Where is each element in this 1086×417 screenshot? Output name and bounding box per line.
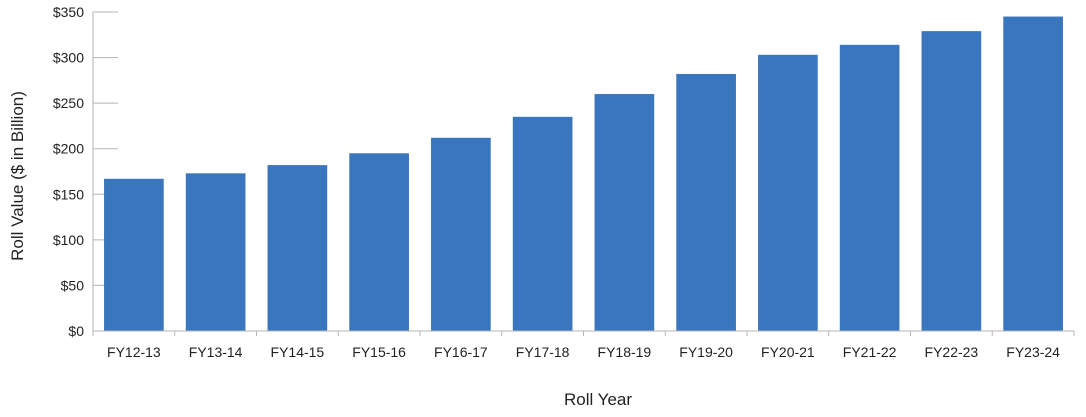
bars xyxy=(104,16,1063,332)
bar xyxy=(349,153,409,331)
bar xyxy=(512,116,573,331)
y-tick-label: $50 xyxy=(61,277,85,293)
bar xyxy=(758,54,818,331)
bar xyxy=(594,94,655,332)
x-tick-label: FY20-21 xyxy=(761,344,815,360)
x-tick-label: FY15-16 xyxy=(352,344,406,360)
y-tick-label: $0 xyxy=(68,323,84,339)
x-tick-label: FY16-17 xyxy=(434,344,488,360)
x-tick-label: FY21-22 xyxy=(843,344,897,360)
y-axis-title: Roll Value ($ in Billion) xyxy=(8,91,27,261)
x-tick-label: FY13-14 xyxy=(189,344,243,360)
y-tick-label: $100 xyxy=(53,232,84,248)
bar xyxy=(1003,16,1063,332)
bar xyxy=(185,173,246,331)
x-axis: FY12-13 FY13-14 FY14-15 FY15-16 FY16-17 FY17-… xyxy=(92,330,1075,360)
x-tick-label: FY12-13 xyxy=(107,344,161,360)
bar xyxy=(431,137,491,331)
y-tick-label: $300 xyxy=(53,50,84,66)
x-tick-label: FY23-24 xyxy=(1006,344,1060,360)
x-tick-label: FY14-15 xyxy=(271,344,325,360)
y-tick-label: $150 xyxy=(53,186,84,202)
x-tick-label: FY22-23 xyxy=(925,344,979,360)
y-tick-label: $250 xyxy=(53,95,84,111)
x-tick-label: FY17-18 xyxy=(516,344,570,360)
y-tick-label: $350 xyxy=(53,4,84,20)
bar xyxy=(104,178,164,331)
bar xyxy=(921,31,982,331)
x-axis-title: Roll Year xyxy=(564,390,632,409)
x-tick-label: FY19-20 xyxy=(679,344,733,360)
bar xyxy=(676,73,736,331)
x-tick-label: FY18-19 xyxy=(598,344,652,360)
bar xyxy=(267,165,328,331)
y-axis: $0 $50 $100 $150 $200 $250 $300 $350 xyxy=(53,4,118,339)
bar xyxy=(839,44,900,331)
y-tick-label: $200 xyxy=(53,141,84,157)
